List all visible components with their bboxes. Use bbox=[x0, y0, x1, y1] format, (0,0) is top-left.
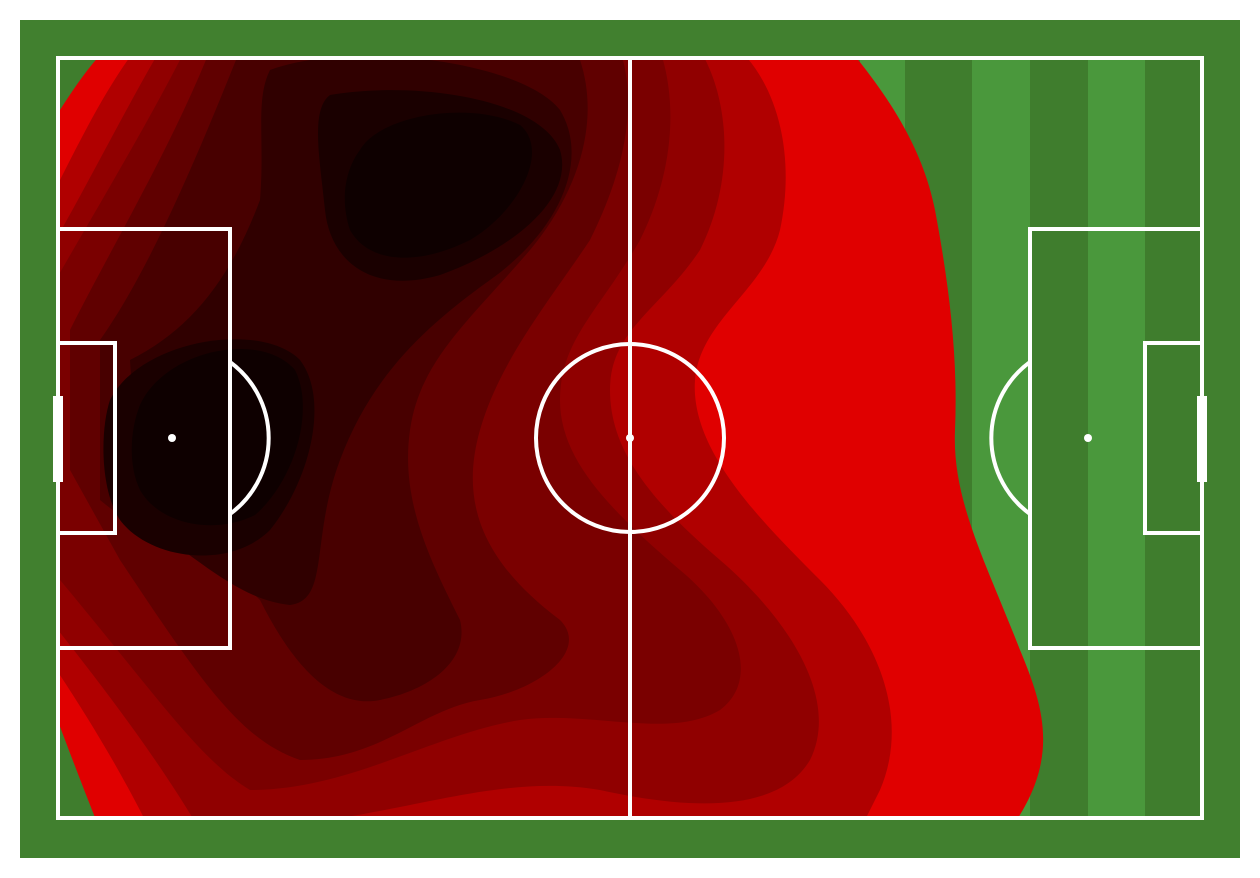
heatmap bbox=[58, 58, 1044, 818]
pitch-lines bbox=[53, 56, 1207, 820]
